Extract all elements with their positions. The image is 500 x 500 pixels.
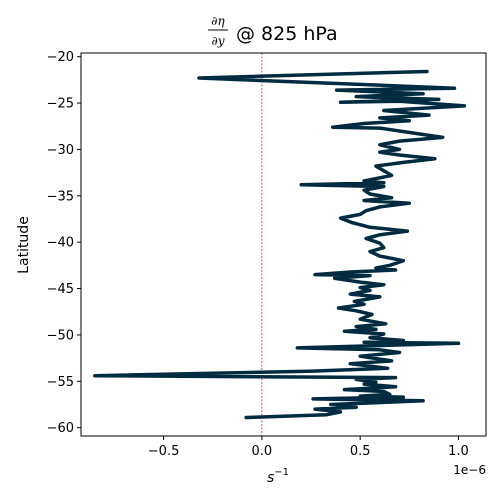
y-tick-label: −40: [47, 236, 74, 251]
x-tick-label: −0.5: [148, 444, 180, 459]
series-line: [93, 69, 467, 420]
y-axis-ticks: −20 −25 −30 −35 −40 −45 −50 −55 −60: [47, 50, 81, 436]
plot-frame: [80, 52, 487, 437]
x-axis-offset-label: 1e−6: [453, 463, 486, 477]
chart-title: ∂η ∂y @ 825 hPa: [208, 14, 338, 48]
x-tick-label: 0.5: [350, 444, 371, 459]
y-tick-label: −50: [47, 328, 74, 343]
y-tick-label: −45: [47, 282, 74, 297]
y-tick-label: −30: [47, 143, 74, 158]
y-tick-label: −55: [47, 375, 74, 390]
y-tick-label: −35: [47, 189, 74, 204]
x-axis-ticks: −0.5 0.0 0.5 1.0: [148, 436, 469, 459]
y-tick-label: −60: [47, 421, 74, 436]
x-tick-label: 1.0: [448, 444, 469, 459]
title-numerator: ∂η: [211, 14, 225, 28]
x-axis-label: s−1: [267, 467, 289, 486]
x-tick-label: 0.0: [252, 444, 273, 459]
y-tick-label: −20: [47, 50, 74, 65]
y-axis-label: Latitude: [16, 216, 32, 274]
title-suffix: @ 825 hPa: [236, 23, 338, 45]
y-tick-label: −25: [47, 97, 74, 112]
x-axis-label-exponent: −1: [274, 467, 289, 478]
title-denominator: ∂y: [212, 34, 225, 48]
x-axis-label-base: s: [267, 470, 274, 486]
